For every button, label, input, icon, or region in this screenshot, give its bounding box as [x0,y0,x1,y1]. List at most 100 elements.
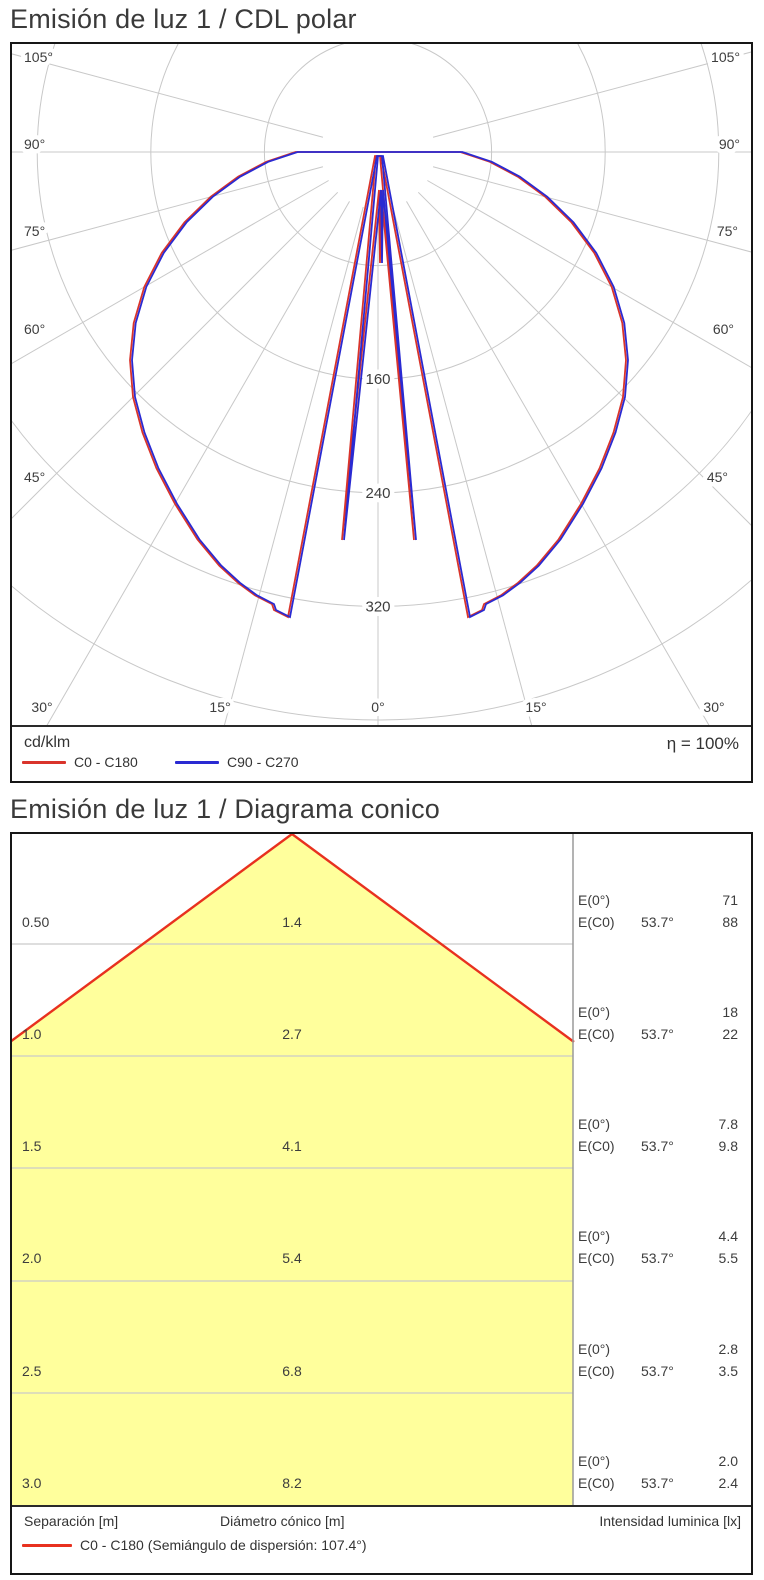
polar-grid-radial [406,201,710,725]
polar-angle-label-bottom: 30° [31,699,52,715]
cone-row-diameter: 6.8 [282,1363,302,1379]
cone-row-e0-label: E(0°) [578,1453,610,1469]
cone-row-ec0-label: E(C0) [578,1475,615,1491]
cone-panel: 0.50 1.4 E(0°) 71 E(C0) 53.7° 88 1.0 2.7 E(0°) 18 E… [10,832,753,1575]
polar-grid-radial [427,180,751,368]
cone-row-separation: 2.0 [22,1250,42,1266]
cone-row-ec0-label: E(C0) [578,1250,615,1266]
cone-footer-intensity-label: Intensidad luminica [lx] [599,1513,741,1529]
cone-beam-outline [12,834,575,1043]
cone-row-angle-value: 53.7° [641,914,674,930]
cone-title: Emisión de luz 1 / Diagrama conico [10,794,440,824]
polar-grid-radial [12,53,324,138]
polar-angle-label-left: 60° [24,321,45,337]
cone-legend-swatch [22,1544,72,1547]
cone-row-diameter: 1.4 [282,914,302,930]
cone-row-ec0-label: E(C0) [578,914,615,930]
polar-grid-radial [12,180,329,364]
cone-footer-separation-label: Separación [m] [24,1513,119,1529]
cone-row-ec0-label: E(C0) [578,1138,615,1154]
cone-row-e0-label: E(0°) [578,1341,610,1357]
cone-row-separation: 2.5 [22,1363,42,1379]
cone-row-e0-label: E(0°) [578,892,610,908]
cone-gridlines [12,943,573,1394]
cone-row-e0-value: 4.4 [719,1228,739,1244]
cone-footer-diameter-label: Diámetro cónico [m] [220,1513,345,1529]
polar-grid-radial [432,166,751,253]
polar-angle-label-right: 90° [719,136,740,152]
polar-unit-label: cd/klm [24,734,71,751]
cone-row-e0-value: 2.0 [719,1453,739,1469]
polar-curve-c90-inner-spike [343,155,417,541]
polar-ring-label: 240 [365,485,390,502]
polar-angle-label-left: 90° [24,136,45,152]
legend-swatch-c0 [22,761,66,764]
cone-row-ec0-value: 5.5 [719,1250,739,1266]
cone-row-angle-value: 53.7° [641,1363,674,1379]
cone-row-ec0-value: 88 [722,914,738,930]
cone-row-angle-value: 53.7° [641,1250,674,1266]
polar-title: Emisión de luz 1 / CDL polar [10,4,357,34]
polar-angle-label-bottom: 15° [525,699,546,715]
cone-row-e0-value: 7.8 [719,1116,739,1132]
polar-grid-radial [223,206,364,725]
cone-row-diameter: 2.7 [282,1026,302,1042]
cone-row-separation: 3.0 [22,1475,42,1491]
polar-angle-label-left: 45° [24,469,45,485]
cone-row-angle-value: 53.7° [641,1475,674,1491]
polar-grid [12,44,751,725]
cone-footer: Separación [m] Diámetro cónico [m] Inten… [12,1505,751,1573]
cone-row-separation: 0.50 [22,914,49,930]
cone-row-e0-value: 18 [722,1004,738,1020]
cone-row-angle-value: 53.7° [641,1138,674,1154]
polar-angle-label-right: 45° [707,469,728,485]
polar-footer: cd/klm η = 100% C0 - C180 C90 - C270 [12,725,751,781]
cone-row-e0-value: 2.8 [719,1341,739,1357]
polar-efficiency-label: η = 100% [666,734,739,753]
cone-row-separation: 1.5 [22,1138,42,1154]
polar-angle-label-right: 60° [713,321,734,337]
polar-angle-label-bottom: 15° [209,699,230,715]
polar-panel: 160 240 320 105° 90° 75° 60° 45° 105° 90° 75° 60° 45… [10,42,753,783]
cone-row-ec0-value: 2.4 [719,1475,739,1491]
cone-row-ec0-value: 3.5 [719,1363,739,1379]
polar-grid-radial [392,206,533,725]
cone-row-e0-value: 71 [722,892,738,908]
cone-row-e0-label: E(0°) [578,1228,610,1244]
legend-swatch-c90 [175,761,219,764]
cone-row-ec0-value: 22 [722,1026,738,1042]
cone-fill [12,834,573,1505]
polar-ring-label: 160 [365,371,390,388]
cone-row-separation: 1.0 [22,1026,42,1042]
cone-row-ec0-label: E(C0) [578,1026,615,1042]
cone-chart: 0.50 1.4 E(0°) 71 E(C0) 53.7° 88 1.0 2.7 E(0°) 18 E… [12,834,738,1505]
cone-rows: 0.50 1.4 E(0°) 71 E(C0) 53.7° 88 1.0 2.7 E(0°) 18 E… [22,892,738,1491]
polar-grid-radial [432,51,751,138]
polar-curve-c0-inner-spike [341,155,415,541]
polar-grid-radial [12,166,324,251]
legend-label-c90: C90 - C270 [227,754,299,770]
polar-ring-label: 320 [365,598,390,615]
cone-row-ec0-value: 9.8 [719,1138,739,1154]
polar-angle-label-bottom: 0° [371,699,384,715]
cone-row-e0-label: E(0°) [578,1116,610,1132]
polar-curve-c90-outline [131,151,629,619]
cone-legend-label: C0 - C180 (Semiángulo de dispersión: 107… [80,1537,367,1553]
polar-grid-radial [12,191,339,519]
cone-row-angle-value: 53.7° [641,1026,674,1042]
legend-label-c0: C0 - C180 [74,754,138,770]
polar-angle-label-bottom: 30° [703,699,724,715]
cone-row-diameter: 4.1 [282,1138,302,1154]
cone-row-diameter: 8.2 [282,1475,302,1491]
polar-angle-label-right: 105° [711,49,740,65]
polar-grid-radial [46,201,350,725]
cone-row-diameter: 5.4 [282,1250,302,1266]
cone-row-e0-label: E(0°) [578,1004,610,1020]
polar-chart: 160 240 320 105° 90° 75° 60° 45° 105° 90° 75° 60° 45… [12,44,751,725]
polar-grid-ring [12,410,751,607]
polar-angle-label-right: 75° [717,223,738,239]
cone-row-ec0-label: E(C0) [578,1363,615,1379]
polar-angle-label-left: 75° [24,223,45,239]
polar-grid-radial [417,191,751,526]
polar-angle-label-left: 105° [24,49,53,65]
